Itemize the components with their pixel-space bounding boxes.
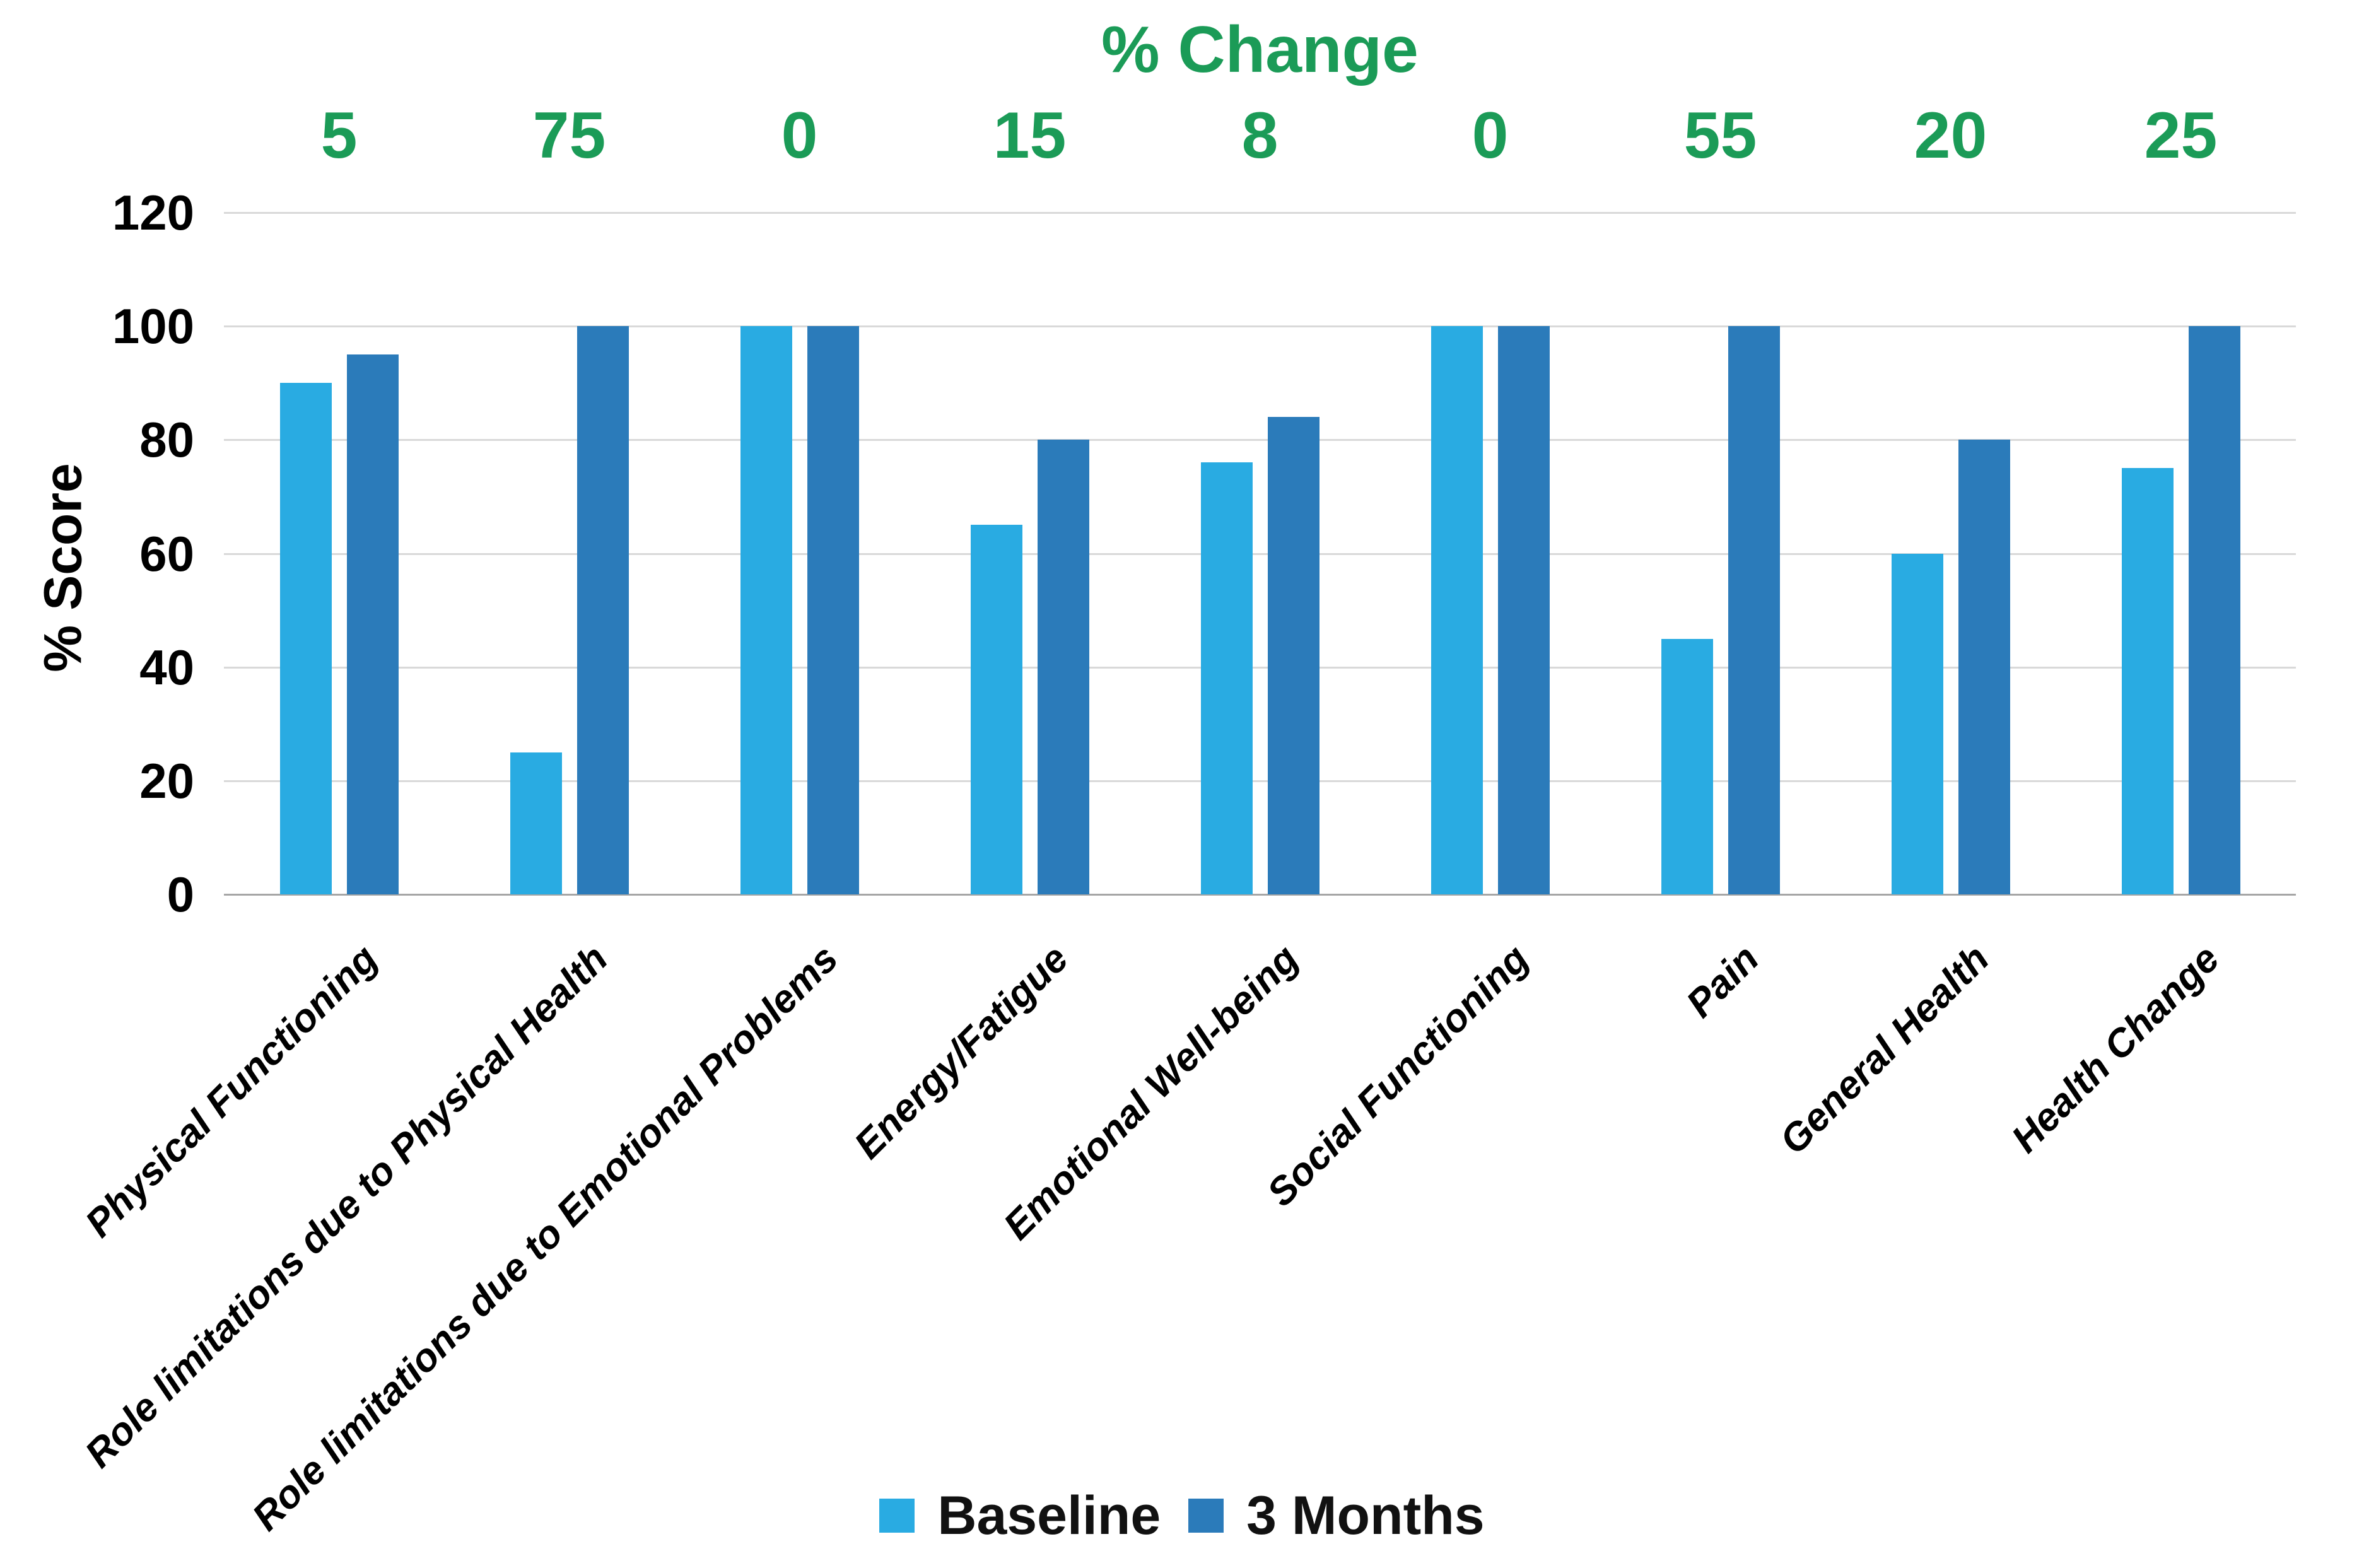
gridline: [224, 325, 2296, 328]
bar-3-months: [1267, 417, 1320, 894]
bar-baseline: [1431, 326, 1483, 894]
legend-swatch-icon: [1188, 1499, 1224, 1533]
gridline: [224, 212, 2296, 214]
y-tick-label: 0: [167, 867, 194, 922]
bar-baseline: [970, 525, 1022, 894]
x-axis-line: [224, 894, 2296, 896]
pct-change-value: 15: [993, 99, 1067, 172]
pct-change-value: 25: [2144, 99, 2218, 172]
bar-3-months: [346, 354, 399, 894]
plot-area: [224, 212, 2296, 896]
pct-change-value: 8: [1241, 99, 1279, 172]
pct-change-value: 0: [781, 99, 818, 172]
y-tick-label: 20: [139, 752, 194, 809]
legend-swatch-icon: [879, 1499, 915, 1533]
bar-baseline: [279, 383, 332, 894]
bar-3-months: [1037, 440, 1089, 894]
bar-3-months: [807, 326, 859, 894]
legend-item: 3 Months: [1188, 1485, 1485, 1546]
gridline: [224, 439, 2296, 442]
pct-change-value: 5: [320, 99, 358, 172]
bar-3-months: [1958, 440, 2010, 894]
y-tick-label: 60: [139, 525, 194, 582]
bar-baseline: [740, 326, 792, 894]
bar-3-months: [1497, 326, 1550, 894]
category-label: Role limitations due to Physical Health: [76, 937, 616, 1477]
secondary-axis-title: % Change: [1101, 13, 1419, 86]
bar-baseline: [1661, 638, 1713, 894]
y-tick-label: 100: [112, 298, 194, 354]
legend: Baseline 3 Months: [0, 1489, 2364, 1543]
category-label: General Health: [1771, 937, 1998, 1163]
legend-label: Baseline: [937, 1485, 1161, 1546]
bar-baseline: [1200, 462, 1253, 894]
bar-baseline: [2121, 468, 2174, 894]
y-tick-label: 80: [139, 412, 194, 468]
pct-change-value: 20: [1914, 99, 1987, 172]
category-label: Health Change: [2003, 937, 2228, 1161]
bar-baseline: [1891, 553, 1943, 894]
bar-3-months: [2188, 326, 2240, 894]
category-label: Social Functioning: [1258, 937, 1537, 1215]
y-tick-label: 120: [112, 185, 194, 240]
pct-change-value: 75: [532, 99, 606, 172]
pct-change-value: 55: [1683, 99, 1757, 172]
legend-item: Baseline: [879, 1489, 1161, 1543]
gridline: [224, 553, 2296, 555]
bar-3-months: [1728, 326, 1780, 894]
bar-3-months: [576, 326, 629, 894]
y-tick-label: 40: [139, 639, 194, 695]
legend-label: 3 Months: [1246, 1485, 1485, 1546]
category-label: Pain: [1678, 937, 1767, 1026]
category-label: Energy/Fatigue: [845, 937, 1077, 1167]
pct-change-value: 0: [1472, 99, 1509, 172]
gridline: [224, 780, 2296, 782]
bar-baseline: [510, 752, 562, 894]
gridline: [224, 666, 2296, 669]
